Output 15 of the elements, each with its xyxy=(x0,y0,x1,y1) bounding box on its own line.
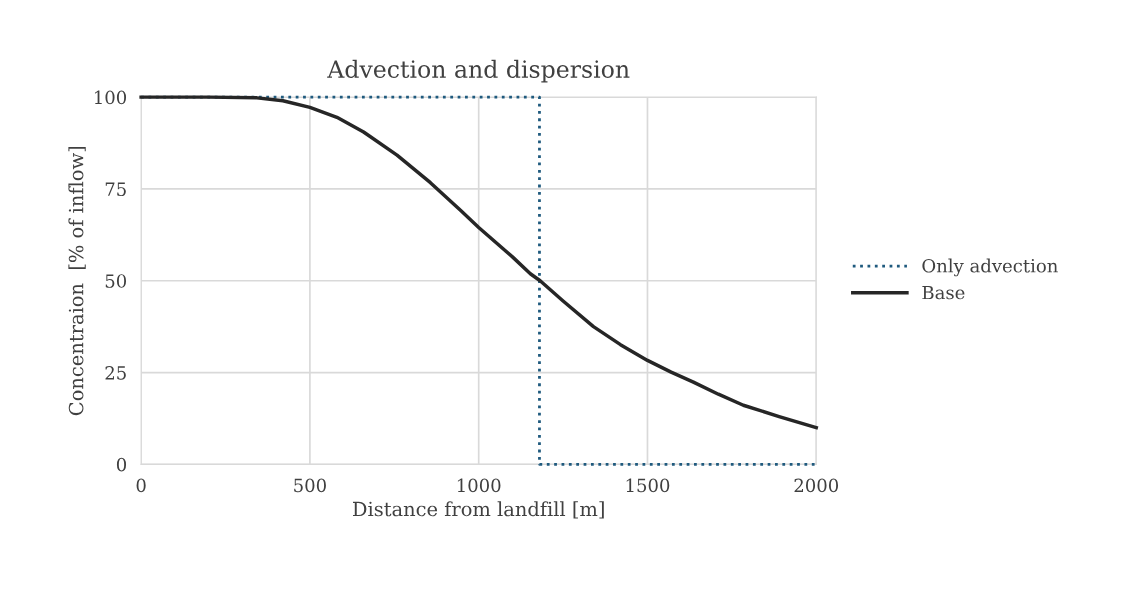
x-tick-label: 1000 xyxy=(457,478,501,493)
legend-label: Only advection xyxy=(922,258,1058,277)
x-tick-label: 500 xyxy=(294,478,326,493)
chart-title: Advection and dispersion xyxy=(327,59,630,83)
x-tick-label: 0 xyxy=(136,478,146,493)
legend-label: Base xyxy=(922,285,965,300)
y-tick-label: 100 xyxy=(94,90,127,105)
y-axis-title: Concentraion [% of inflow] xyxy=(68,146,86,416)
y-tick-label: 50 xyxy=(105,274,127,288)
x-axis-title: Distance from landfill [m] xyxy=(353,501,604,519)
x-tick-label: 2000 xyxy=(794,478,839,493)
y-tick-label: 0 xyxy=(116,457,127,472)
y-tick-label: 75 xyxy=(105,182,126,197)
x-tick-label: 1500 xyxy=(626,478,670,493)
y-tick-label: 25 xyxy=(105,366,126,380)
